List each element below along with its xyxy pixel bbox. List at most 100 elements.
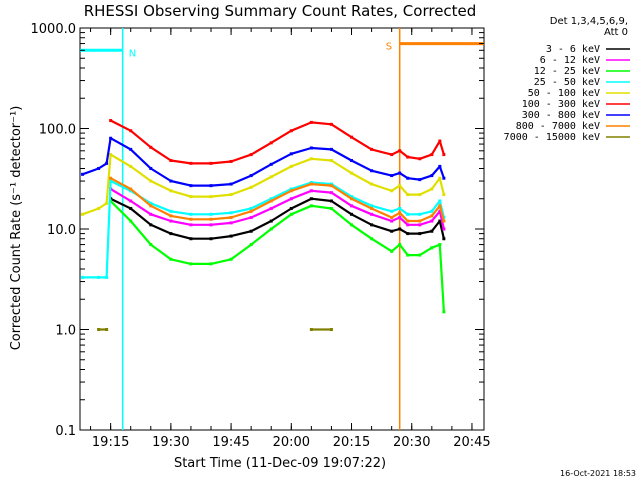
series-point	[109, 179, 113, 183]
series-point	[438, 243, 442, 247]
series-point	[169, 214, 173, 218]
series-point	[398, 184, 402, 188]
series-point	[390, 229, 394, 233]
x-tick-label: 19:30	[152, 435, 189, 450]
series-point	[390, 189, 394, 193]
series-point	[398, 243, 402, 247]
series-point	[289, 129, 293, 133]
series-point	[398, 211, 402, 215]
series-point	[398, 227, 402, 231]
series-point	[430, 174, 434, 178]
series-point	[442, 153, 446, 157]
series-point	[350, 159, 354, 163]
series-point	[249, 229, 253, 233]
series-point	[289, 212, 293, 216]
series-point	[418, 193, 422, 197]
series-line-3	[82, 179, 445, 279]
series-point	[149, 204, 153, 208]
series-point	[406, 212, 410, 216]
chart-title: RHESSI Observing Summary Count Rates, Co…	[84, 2, 477, 20]
series-point	[189, 217, 193, 221]
series-point	[390, 216, 394, 220]
series-layer	[81, 119, 446, 331]
series-point	[249, 209, 253, 213]
series-point	[390, 153, 394, 157]
series-point	[81, 172, 85, 176]
series-point	[438, 199, 442, 203]
series-point	[309, 189, 313, 193]
series-point	[269, 162, 273, 166]
series-point	[149, 243, 153, 247]
series-point	[329, 159, 333, 163]
x-tick-label: 19:45	[212, 435, 249, 450]
series-point	[109, 136, 113, 140]
series-point	[289, 187, 293, 191]
series-point	[129, 206, 133, 210]
series-point	[97, 328, 101, 331]
series-point	[329, 206, 333, 210]
x-tick-label: 20:15	[333, 435, 370, 450]
legend-label: 50 - 100 keV	[528, 88, 600, 99]
series-point	[329, 147, 333, 151]
series-point	[370, 169, 374, 173]
series-point	[309, 204, 313, 208]
series-point	[249, 174, 253, 178]
series-point	[442, 176, 446, 180]
series-point	[438, 164, 442, 168]
series-point	[229, 221, 233, 225]
series-point	[309, 120, 313, 124]
series-point	[309, 328, 313, 331]
series-point	[129, 147, 133, 151]
series-point	[209, 237, 213, 241]
series-point	[105, 275, 109, 279]
series-point	[189, 184, 193, 188]
series-point	[438, 204, 442, 208]
series-point	[129, 187, 133, 191]
series-point	[189, 195, 193, 199]
y-tick-label: 0.1	[55, 424, 76, 439]
series-point	[350, 195, 354, 199]
x-tick-label: 20:30	[393, 435, 430, 450]
series-point	[97, 206, 101, 210]
series-point	[269, 199, 273, 203]
series-point	[209, 217, 213, 221]
series-point	[169, 179, 173, 183]
series-point	[269, 141, 273, 145]
series-point	[169, 209, 173, 213]
series-point	[109, 119, 113, 123]
series-point	[229, 257, 233, 261]
series-point	[329, 199, 333, 203]
series-point	[149, 179, 153, 183]
series-point	[350, 171, 354, 175]
series-point	[430, 153, 434, 157]
legend-label: 12 - 25 keV	[534, 66, 600, 77]
series-point	[309, 146, 313, 150]
series-point	[309, 197, 313, 201]
series-point	[370, 204, 374, 208]
series-point	[430, 214, 434, 218]
series-point	[149, 212, 153, 216]
series-point	[189, 161, 193, 165]
legend-label: 6 - 12 keV	[540, 55, 600, 66]
series-point	[406, 253, 410, 257]
series-point	[249, 206, 253, 210]
series-point	[370, 147, 374, 151]
series-point	[442, 310, 446, 314]
y-tick-label: 100.0	[39, 123, 76, 138]
series-point	[370, 237, 374, 241]
series-point	[149, 201, 153, 205]
series-point	[370, 223, 374, 227]
series-point	[329, 122, 333, 126]
legend-header: Det 1,3,4,5,6,9,	[550, 16, 628, 27]
series-point	[406, 155, 410, 159]
series-point	[249, 185, 253, 189]
series-point	[390, 249, 394, 253]
series-point	[390, 174, 394, 178]
y-tick-label: 1000.0	[31, 22, 77, 37]
series-point	[109, 153, 113, 157]
series-point	[329, 184, 333, 188]
series-point	[398, 206, 402, 210]
series-point	[229, 193, 233, 197]
series-point	[129, 164, 133, 168]
